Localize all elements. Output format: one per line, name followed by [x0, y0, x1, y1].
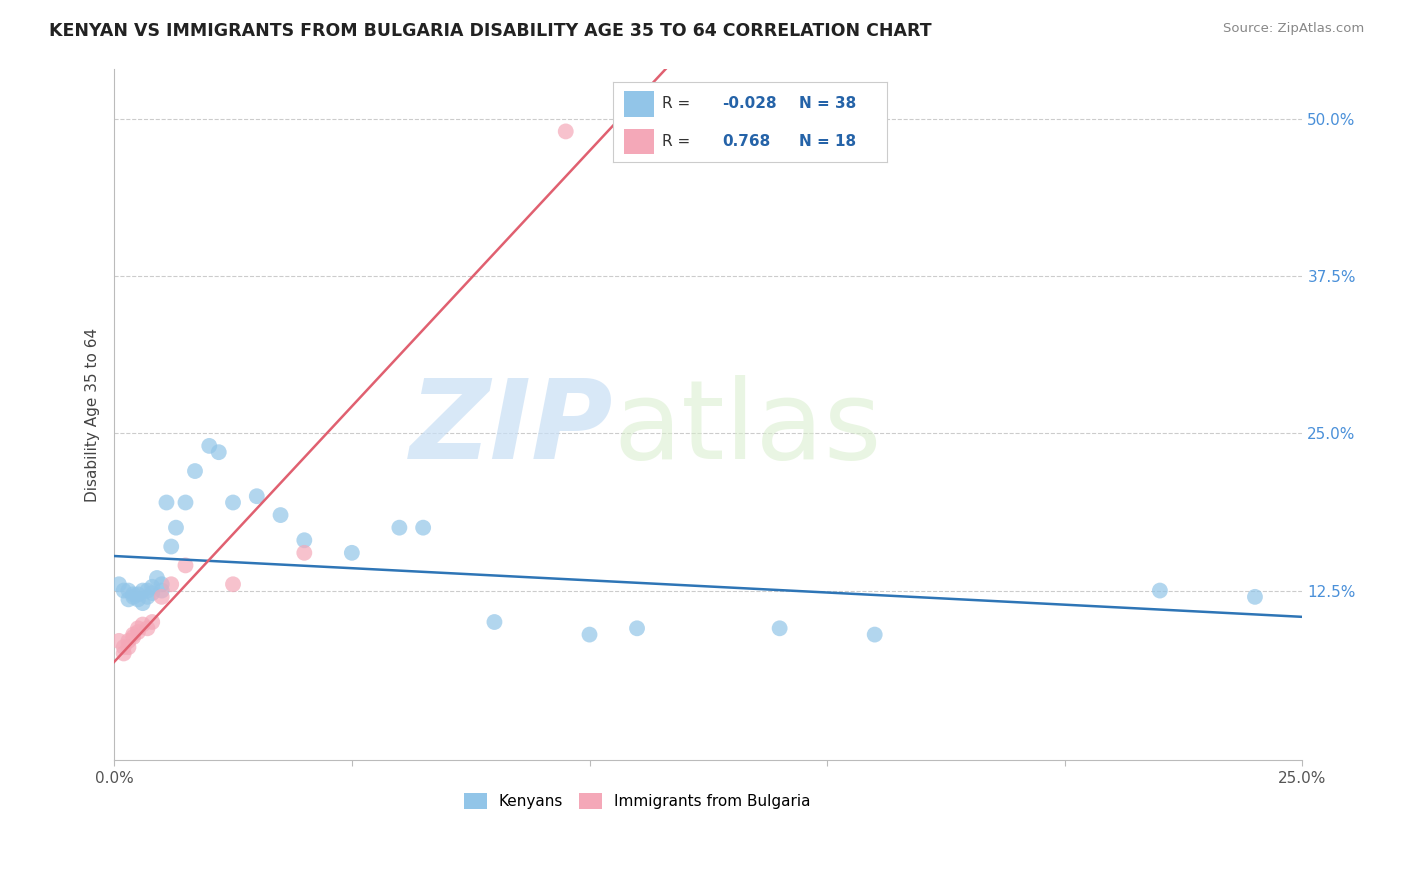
- Point: [160, 540, 183, 554]
- Point: [122, 590, 145, 604]
- Point: [412, 521, 434, 535]
- Point: [626, 621, 648, 635]
- Point: [165, 521, 187, 535]
- Point: [146, 571, 169, 585]
- Point: [127, 621, 149, 635]
- Legend: Kenyans, Immigrants from Bulgaria: Kenyans, Immigrants from Bulgaria: [458, 787, 817, 815]
- Point: [127, 625, 149, 640]
- Point: [208, 445, 231, 459]
- Point: [141, 615, 163, 629]
- Point: [160, 577, 183, 591]
- Point: [117, 640, 139, 655]
- Point: [131, 617, 153, 632]
- Point: [136, 590, 159, 604]
- Point: [117, 583, 139, 598]
- Point: [117, 633, 139, 648]
- Text: atlas: atlas: [613, 375, 882, 482]
- Point: [131, 583, 153, 598]
- Point: [150, 590, 173, 604]
- Point: [388, 521, 411, 535]
- Point: [174, 495, 197, 509]
- Point: [222, 577, 245, 591]
- Point: [122, 587, 145, 601]
- Point: [127, 587, 149, 601]
- Point: [184, 464, 207, 478]
- Point: [1149, 583, 1171, 598]
- Point: [131, 596, 153, 610]
- Point: [292, 546, 315, 560]
- Point: [198, 439, 221, 453]
- Point: [141, 580, 163, 594]
- Point: [484, 615, 506, 629]
- Point: [127, 592, 149, 607]
- Point: [112, 647, 135, 661]
- Point: [246, 489, 269, 503]
- Point: [117, 592, 139, 607]
- Point: [554, 124, 576, 138]
- Point: [222, 495, 245, 509]
- Point: [108, 577, 131, 591]
- Point: [155, 495, 177, 509]
- Point: [141, 586, 163, 600]
- Point: [1244, 590, 1267, 604]
- Point: [112, 640, 135, 655]
- Point: [122, 630, 145, 644]
- Point: [769, 621, 792, 635]
- Point: [122, 627, 145, 641]
- Point: [112, 583, 135, 598]
- Point: [340, 546, 363, 560]
- Text: Source: ZipAtlas.com: Source: ZipAtlas.com: [1223, 22, 1364, 36]
- Point: [270, 508, 292, 522]
- Point: [150, 577, 173, 591]
- Text: ZIP: ZIP: [409, 375, 613, 482]
- Text: KENYAN VS IMMIGRANTS FROM BULGARIA DISABILITY AGE 35 TO 64 CORRELATION CHART: KENYAN VS IMMIGRANTS FROM BULGARIA DISAB…: [49, 22, 932, 40]
- Point: [863, 627, 886, 641]
- Point: [150, 583, 173, 598]
- Point: [292, 533, 315, 548]
- Point: [578, 627, 600, 641]
- Point: [136, 621, 159, 635]
- Point: [136, 583, 159, 598]
- Point: [108, 633, 131, 648]
- Point: [174, 558, 197, 573]
- Y-axis label: Disability Age 35 to 64: Disability Age 35 to 64: [86, 327, 100, 501]
